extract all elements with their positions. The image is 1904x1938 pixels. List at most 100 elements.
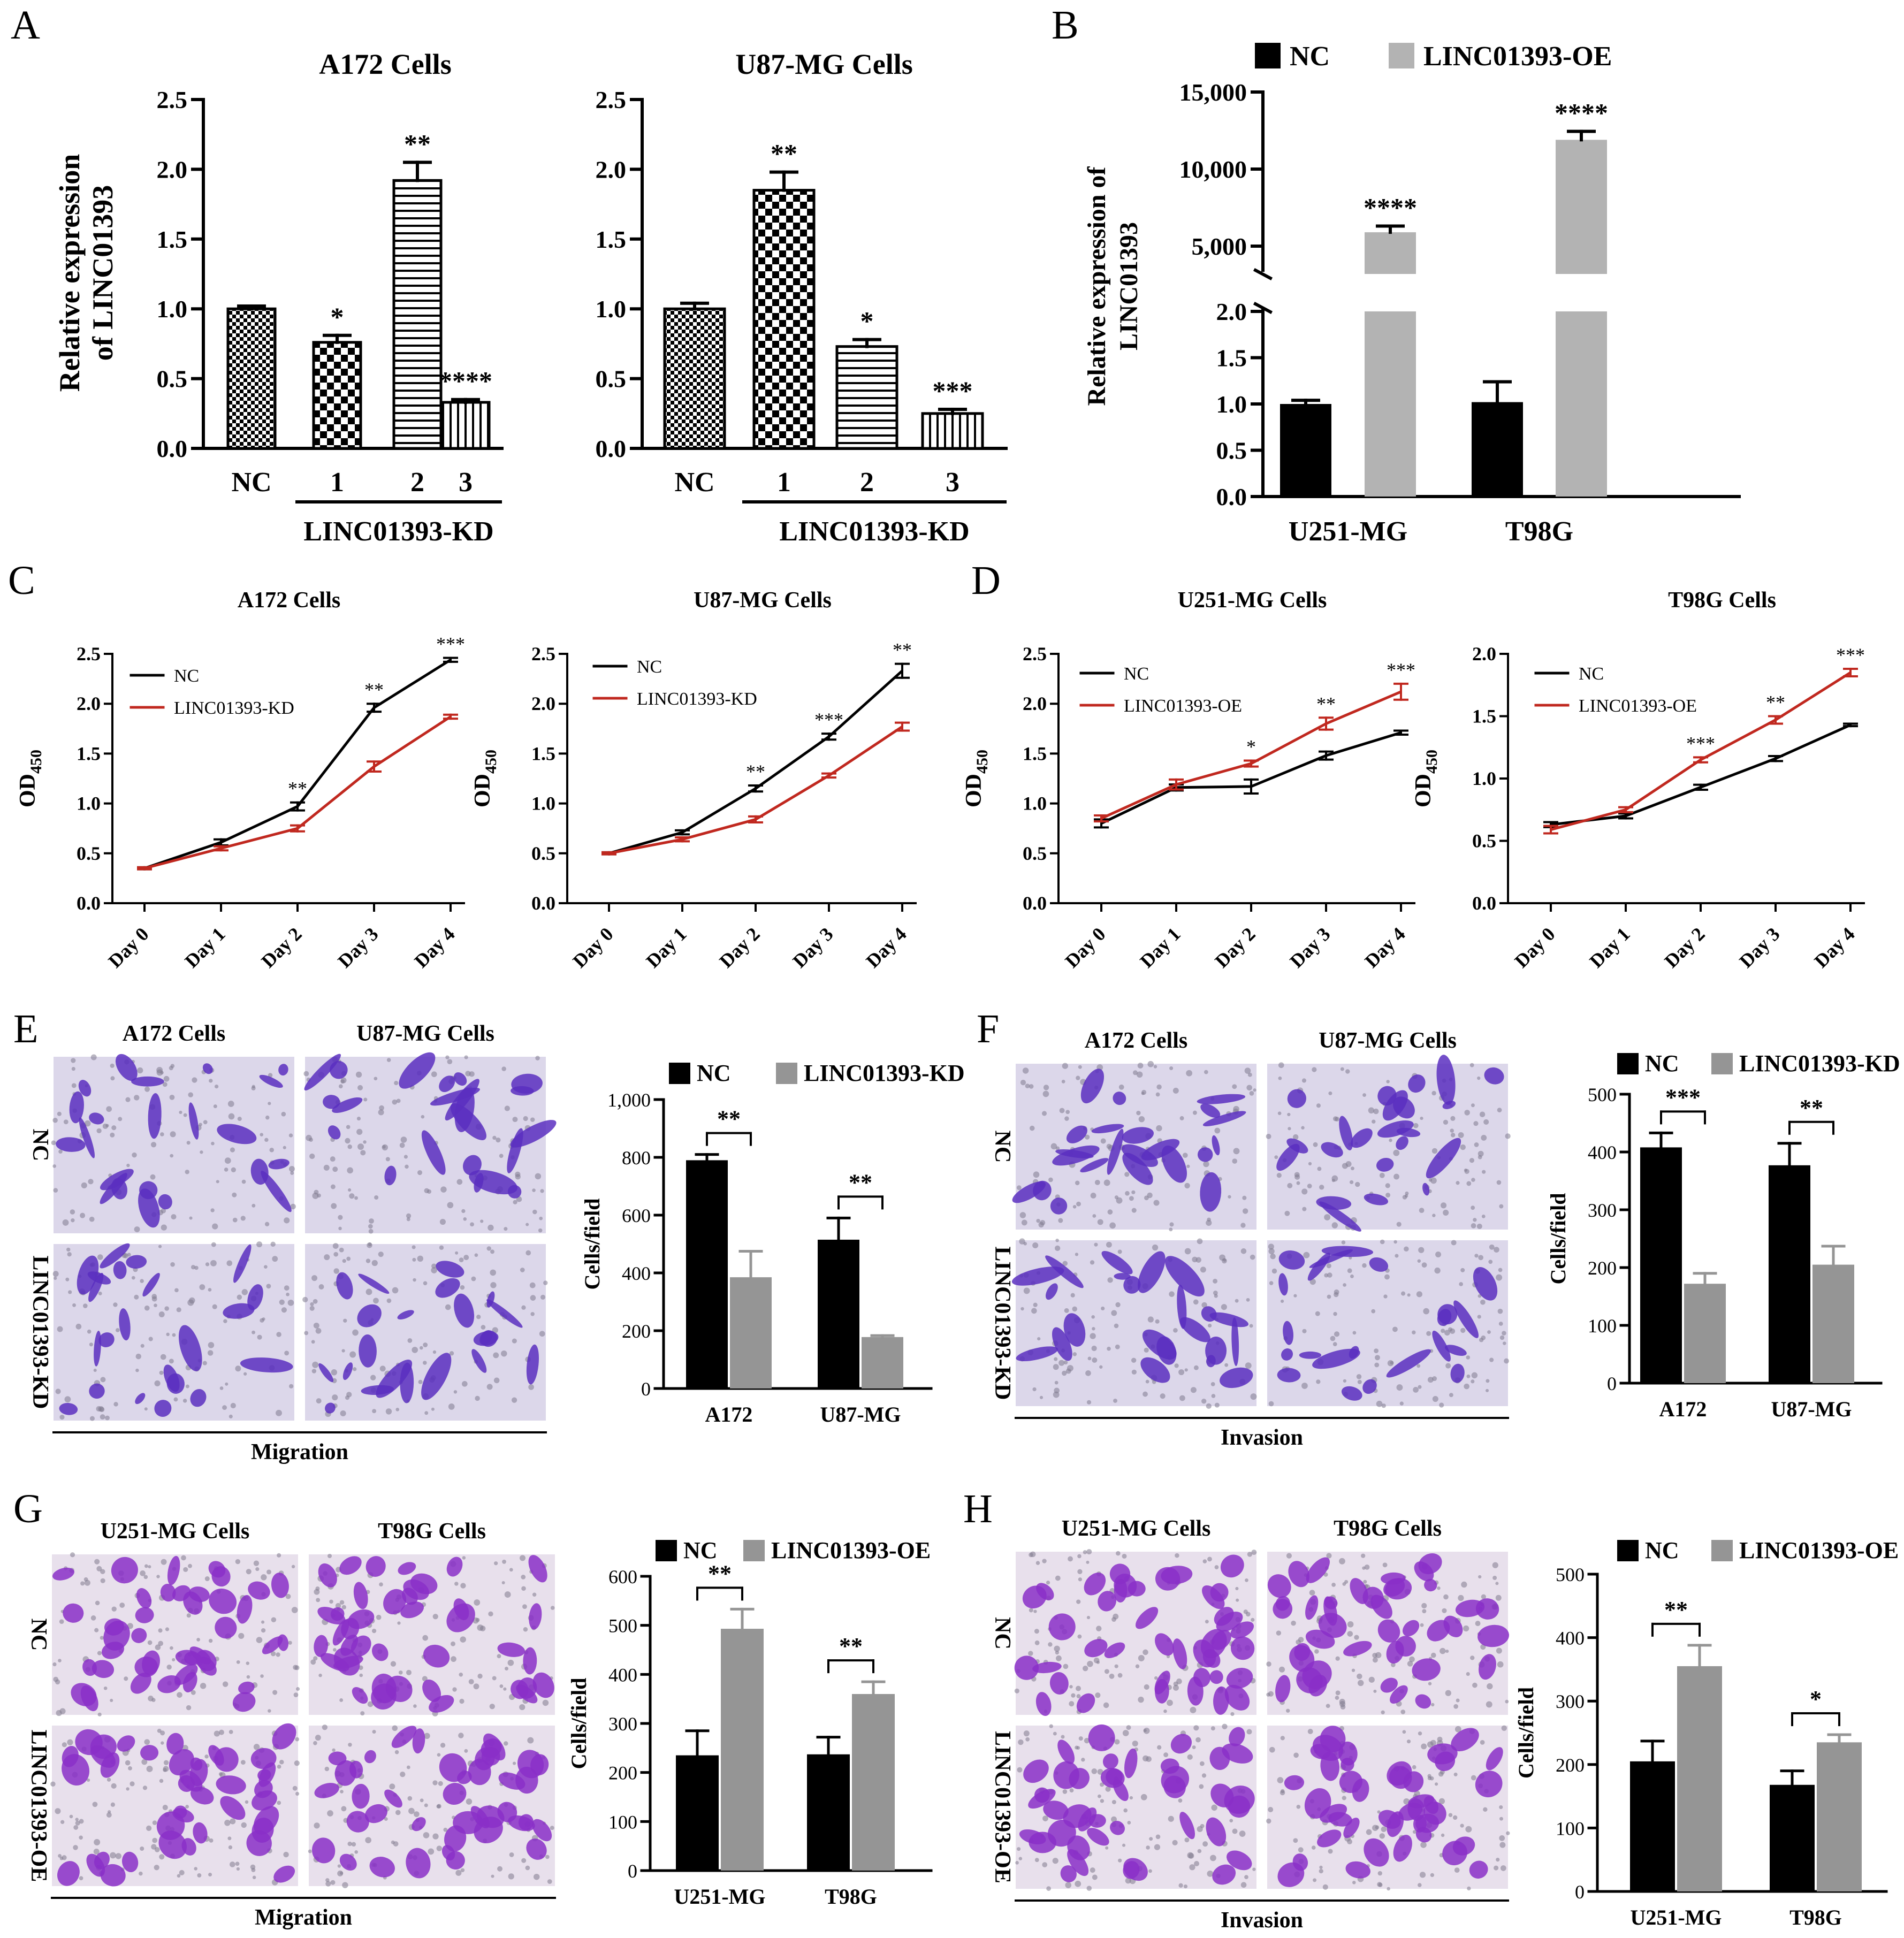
- membrane-pore: [1284, 1210, 1290, 1216]
- stained-cell: [1278, 1273, 1288, 1296]
- y-tick-label: 1.5: [531, 743, 555, 764]
- membrane-pore: [185, 1384, 189, 1388]
- stained-cell: [1069, 1768, 1090, 1789]
- membrane-pore: [1115, 1302, 1121, 1308]
- stained-cell: [507, 1185, 522, 1199]
- membrane-pore: [520, 1268, 525, 1272]
- membrane-pore: [340, 1410, 346, 1417]
- membrane-pore: [1105, 1786, 1111, 1792]
- membrane-pore: [228, 1845, 233, 1850]
- membrane-pore: [1201, 1302, 1207, 1308]
- membrane-pore: [341, 1605, 346, 1609]
- membrane-pore: [346, 1125, 351, 1130]
- stained-cell: [1273, 1599, 1293, 1619]
- membrane-pore: [1438, 1771, 1444, 1777]
- membrane-pore: [1086, 1549, 1092, 1555]
- bar-1-T98G: [852, 1694, 895, 1871]
- membrane-pore: [378, 1252, 384, 1257]
- membrane-pore: [1437, 1586, 1441, 1590]
- membrane-pore: [1064, 1308, 1069, 1313]
- membrane-pore: [341, 1806, 347, 1812]
- membrane-pore: [62, 1219, 69, 1226]
- membrane-pore: [1143, 1391, 1148, 1397]
- image-caption: Migration: [255, 1905, 352, 1930]
- category-label: U251-MG: [674, 1884, 765, 1909]
- membrane-pore: [1486, 1701, 1492, 1708]
- membrane-pore: [200, 1683, 207, 1689]
- stained-cell: [240, 1357, 293, 1373]
- category-label: 2: [860, 467, 874, 498]
- stained-cell: [254, 1780, 273, 1798]
- stained-cell: [69, 1091, 84, 1124]
- membrane-pore: [1461, 1581, 1467, 1588]
- stained-cell: [216, 1775, 246, 1795]
- membrane-pore: [470, 1222, 474, 1227]
- membrane-pore: [1469, 1158, 1475, 1163]
- image-column-label: U87-MG Cells: [356, 1021, 494, 1046]
- membrane-pore: [90, 1054, 97, 1060]
- membrane-pore: [1372, 1657, 1378, 1663]
- y-tick-label: 0.5: [596, 365, 627, 393]
- membrane-pore: [1156, 1084, 1162, 1090]
- stained-cell: [1088, 1724, 1115, 1751]
- membrane-pore: [1148, 1869, 1152, 1873]
- membrane-pore: [1347, 1631, 1353, 1637]
- stained-cell: [1063, 1313, 1086, 1347]
- membrane-pore: [266, 1284, 271, 1289]
- membrane-pore: [189, 1216, 193, 1220]
- membrane-pore: [1431, 1703, 1435, 1707]
- membrane-pore: [144, 1407, 148, 1411]
- stained-cell: [1060, 1865, 1077, 1882]
- stained-cell: [157, 1675, 181, 1693]
- membrane-pore: [208, 1342, 215, 1348]
- stained-cell: [1453, 1300, 1479, 1338]
- membrane-pore: [186, 1141, 191, 1145]
- membrane-pore: [313, 1299, 318, 1304]
- membrane-pore: [238, 1632, 245, 1639]
- membrane-pore: [59, 1856, 64, 1860]
- stained-cell: [1396, 1127, 1421, 1138]
- membrane-pore: [1244, 1875, 1248, 1880]
- category-label: T98G: [1789, 1905, 1842, 1929]
- stained-cell: [352, 1783, 370, 1809]
- stained-cell: [1066, 1125, 1087, 1143]
- membrane-pore: [349, 1193, 355, 1199]
- membrane-pore: [232, 1192, 237, 1197]
- membrane-pore: [87, 1778, 90, 1782]
- membrane-pore: [272, 1690, 278, 1695]
- stained-cell: [422, 1679, 441, 1702]
- membrane-pore: [406, 1669, 412, 1675]
- membrane-pore: [237, 1294, 242, 1300]
- membrane-pore: [519, 1555, 526, 1561]
- significance-label: **: [839, 1633, 863, 1659]
- stained-cell: [1305, 1595, 1319, 1620]
- membrane-pore: [119, 1603, 125, 1608]
- stained-cell: [139, 1181, 158, 1200]
- stained-cell: [1320, 1751, 1339, 1781]
- membrane-pore: [490, 1269, 496, 1276]
- stained-cell: [511, 1680, 529, 1699]
- legend-label-1: LINC01393-OE: [1579, 696, 1697, 716]
- y-tick-label: 15,000: [1179, 79, 1247, 106]
- membrane-pore: [60, 1820, 65, 1824]
- membrane-pore: [512, 1338, 517, 1344]
- significance-label: ****: [1555, 97, 1608, 127]
- stained-cell: [328, 1125, 341, 1140]
- membrane-pore: [1077, 1634, 1082, 1639]
- stained-cell: [532, 1819, 552, 1842]
- membrane-pore: [311, 1369, 317, 1374]
- membrane-pore: [188, 1563, 192, 1568]
- membrane-pore: [511, 1397, 517, 1403]
- membrane-pore: [98, 1291, 102, 1295]
- membrane-pore: [1065, 1882, 1072, 1888]
- membrane-pore: [1146, 1845, 1150, 1850]
- stained-cell: [1437, 1304, 1458, 1325]
- stained-cell: [429, 1695, 454, 1713]
- membrane-pore: [306, 1134, 312, 1141]
- membrane-pore: [224, 1820, 231, 1826]
- membrane-pore: [1331, 1583, 1336, 1587]
- membrane-pore: [52, 1164, 56, 1168]
- membrane-pore: [413, 1811, 420, 1817]
- legend-label-0: NC: [1579, 664, 1604, 684]
- membrane-pore: [1184, 1248, 1191, 1255]
